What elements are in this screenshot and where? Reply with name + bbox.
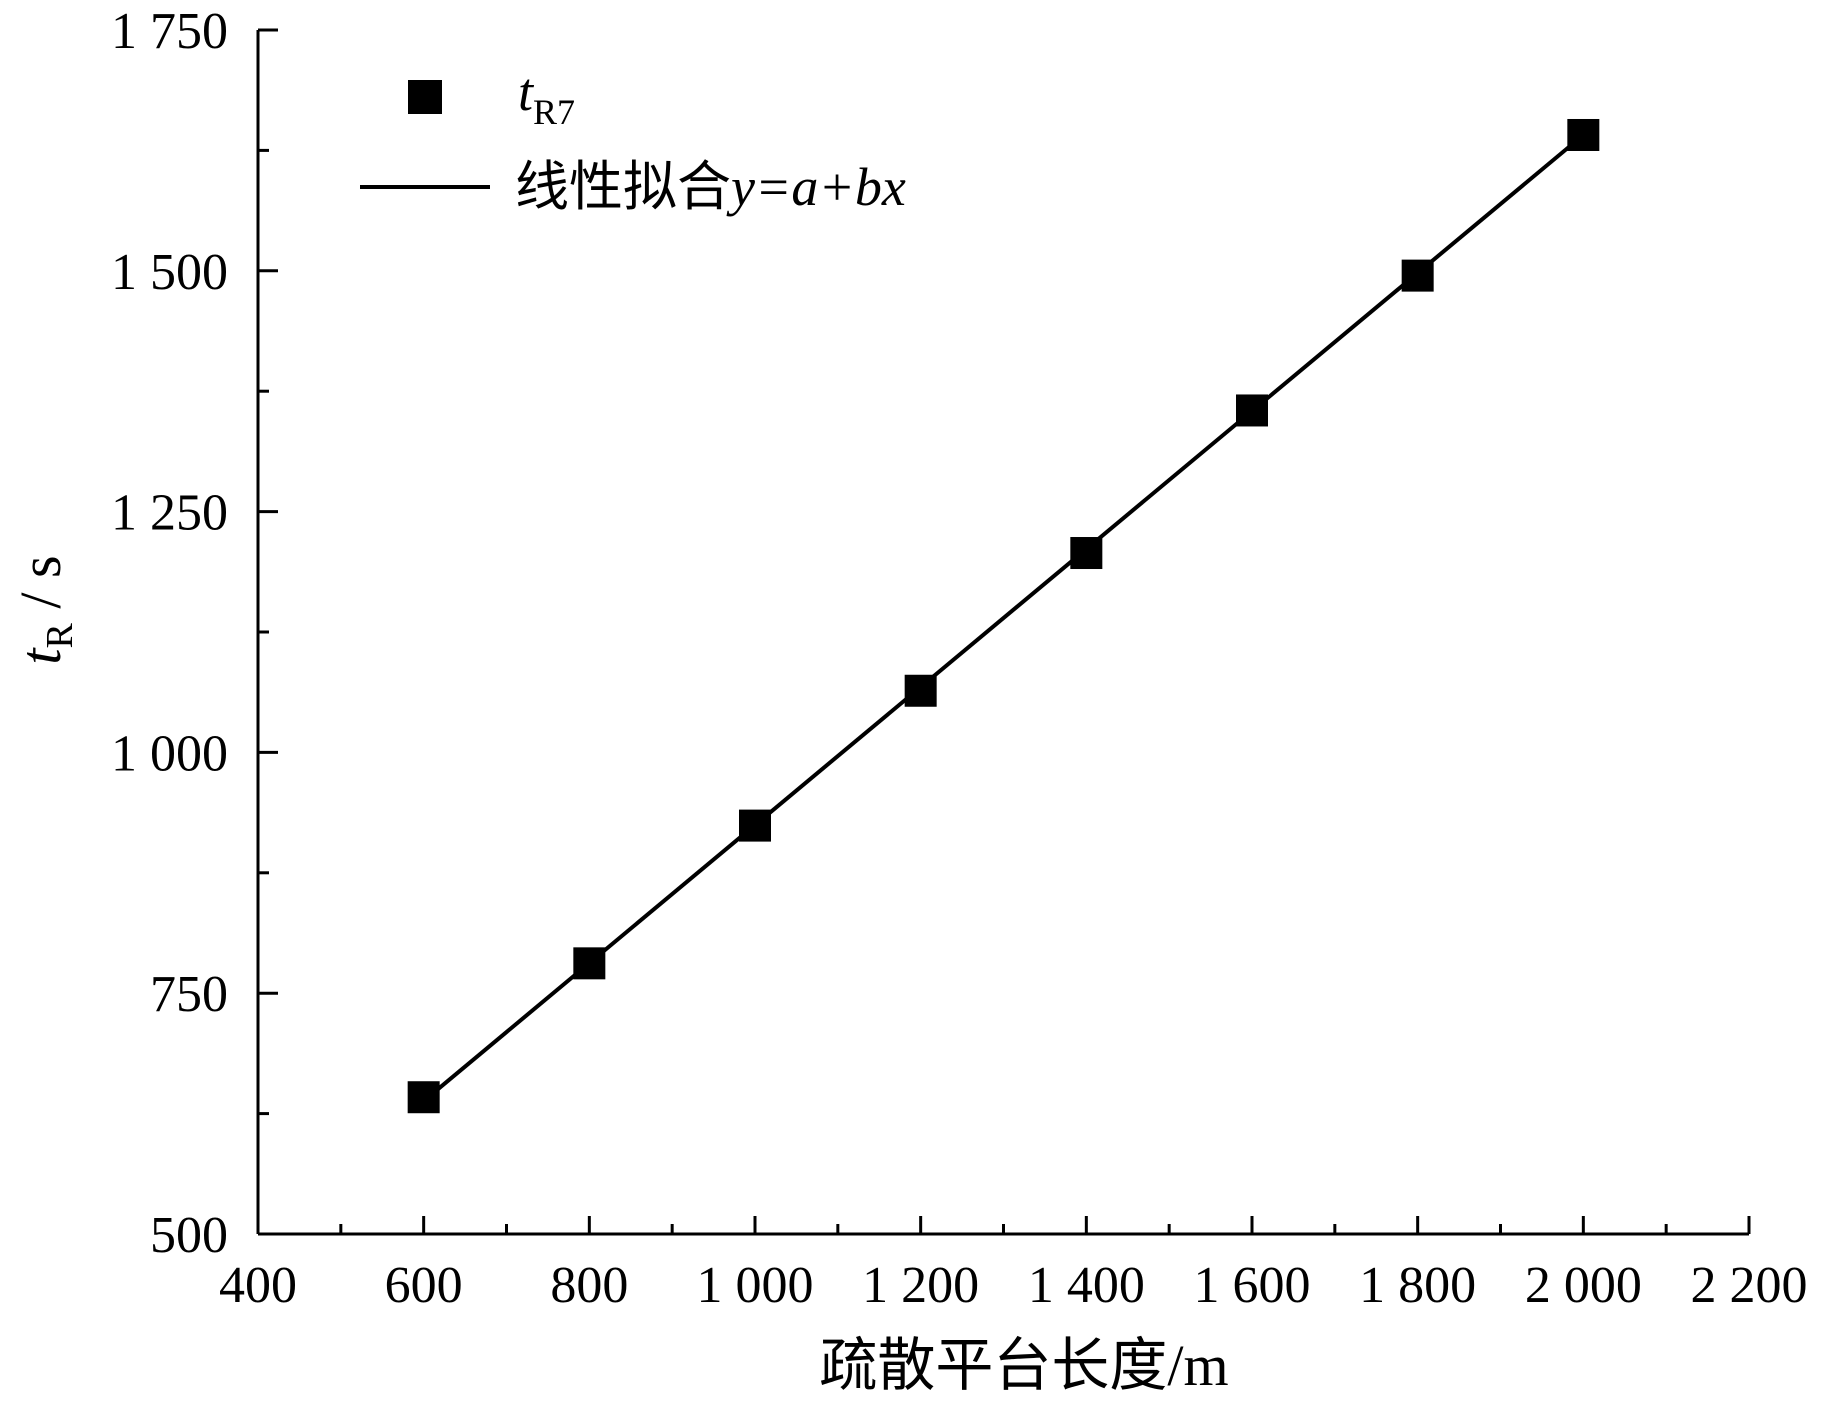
y-axis-label: tR / s [8,555,81,664]
data-point [1236,394,1268,427]
x-axis-label: 疏散平台长度/m [819,1333,1228,1398]
data-points-layer [407,118,1600,1114]
fit-line [422,133,1585,1103]
y-tick-label: 1 500 [111,244,228,301]
y-axis-label-unit: / s [8,555,73,623]
x-tick-label: 1 400 [1028,1257,1145,1314]
legend-entry-1: tR7 [518,62,575,132]
x-tick-label: 2 000 [1525,1257,1642,1314]
legend-marker-square [408,80,442,114]
x-axis-ticks: 400 600 800 1 000 1 200 1 400 1 600 1 800 2 000 2… [219,1216,1808,1314]
data-point [1070,537,1103,570]
fit-line-layer [422,133,1585,1103]
x-tick-label: 1 000 [697,1257,814,1314]
x-tick-label: 1 600 [1194,1257,1311,1314]
data-point [904,674,937,707]
x-tick-label: 2 200 [1691,1257,1808,1314]
y-axis-ticks: 500 750 1 000 1 250 1 500 1 750 [111,3,278,1264]
data-point [407,1081,440,1114]
data-point [739,809,771,842]
y-tick-label: 1 750 [111,3,228,60]
data-point [573,947,606,980]
x-tick-label: 1 800 [1359,1257,1476,1314]
y-tick-label: 750 [150,966,228,1023]
y-tick-label: 1 000 [111,725,228,782]
y-tick-label: 500 [150,1207,228,1264]
legend: tR7 线性拟合y=a+bx [360,62,906,217]
y-axis-label-sub: R [39,622,81,648]
data-point [1567,118,1600,151]
y-tick-label: 1 250 [111,485,228,542]
x-tick-label: 600 [385,1257,463,1314]
x-tick-label: 400 [219,1257,297,1314]
y-axis-label-main: t [8,647,73,665]
x-tick-label: 800 [550,1257,628,1314]
data-point [1401,259,1434,292]
legend-entry-2: 线性拟合y=a+bx [515,157,906,217]
x-tick-label: 1 200 [862,1257,979,1314]
